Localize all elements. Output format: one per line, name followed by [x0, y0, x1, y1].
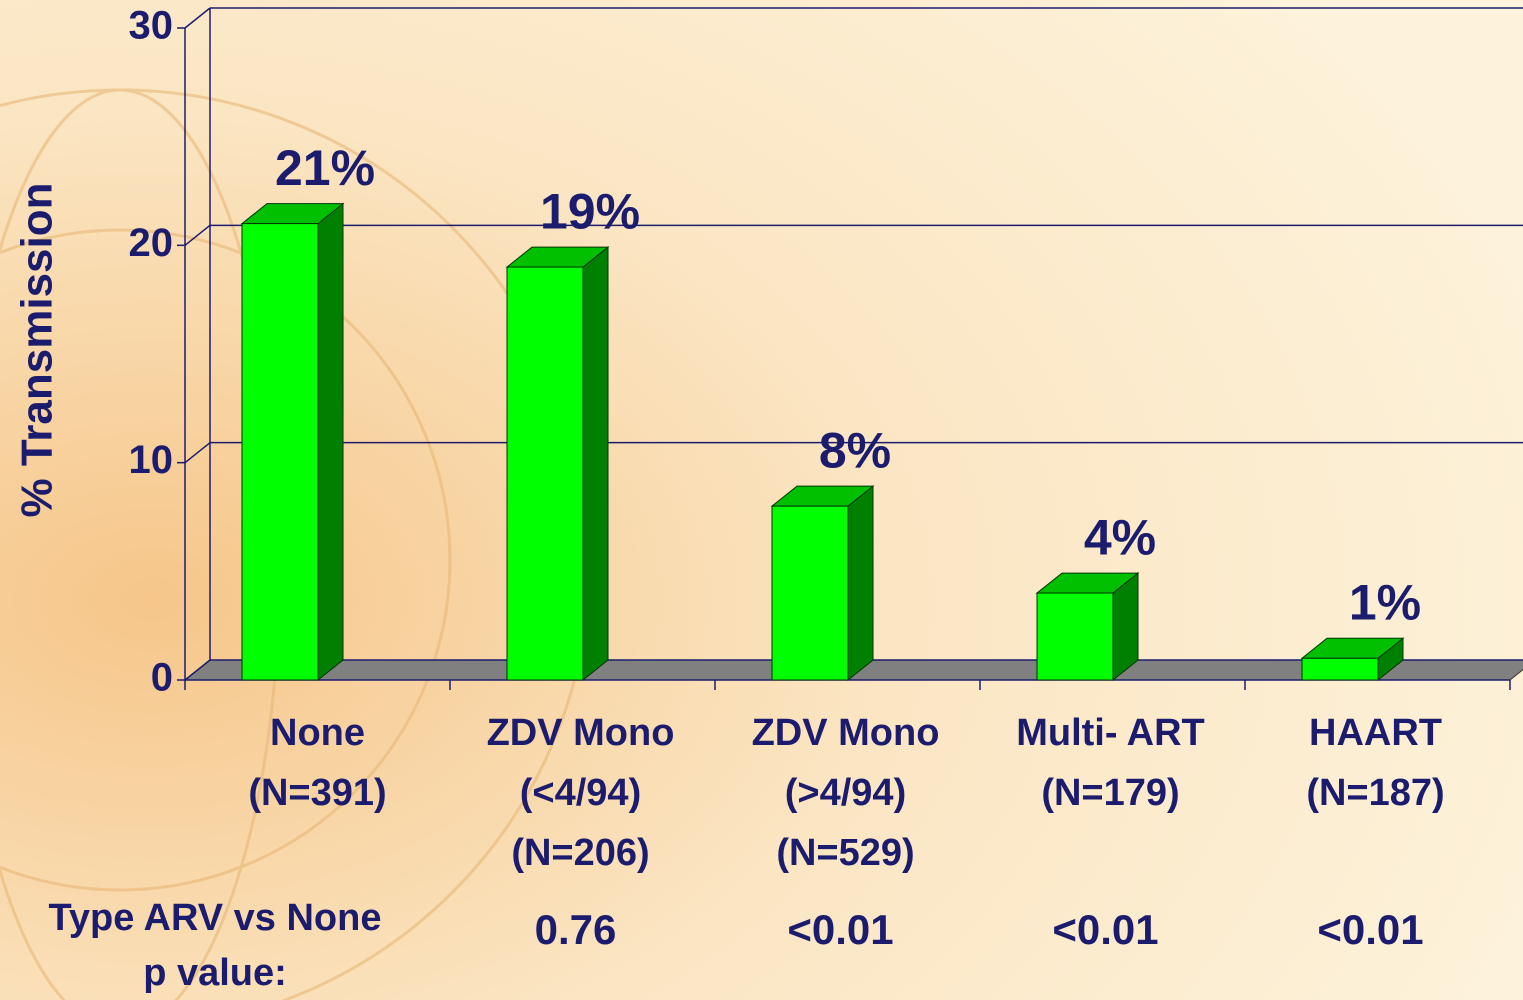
- x-tick-label: (N=206): [511, 832, 649, 874]
- value-label: 1%: [1349, 574, 1421, 630]
- p-value: 0.76: [535, 906, 617, 953]
- p-value-caption: p value:: [143, 952, 287, 994]
- p-value: <0.01: [1317, 906, 1423, 953]
- y-axis-label: % Transmission: [13, 182, 62, 517]
- grid-diagonal: [184, 7, 211, 29]
- y-tick-label: 0: [151, 656, 173, 700]
- x-tick-label: (N=529): [776, 832, 914, 874]
- bar: [506, 266, 584, 681]
- value-label: 8%: [819, 422, 891, 478]
- bar: [771, 505, 849, 681]
- bar: [1301, 657, 1379, 681]
- grid-diagonal: [184, 659, 211, 681]
- value-label: 4%: [1084, 509, 1156, 565]
- x-tick-label: ZDV Mono: [752, 712, 940, 754]
- x-tick-label: HAART: [1309, 712, 1442, 754]
- grid-diagonal: [184, 442, 211, 464]
- p-value: <0.01: [787, 906, 893, 953]
- x-tick-label: (N=179): [1041, 772, 1179, 814]
- p-value-caption: Type ARV vs None: [49, 897, 382, 939]
- bar: [241, 223, 319, 681]
- p-value: <0.01: [1052, 906, 1158, 953]
- x-tick-label: Multi- ART: [1016, 712, 1205, 754]
- x-tick-label: (N=391): [248, 772, 386, 814]
- y-tick-label: 20: [129, 221, 174, 265]
- y-tick-label: 10: [129, 438, 174, 482]
- x-tick-label: (<4/94): [520, 772, 641, 814]
- bar: [1036, 592, 1114, 681]
- bar-side: [847, 485, 874, 682]
- bar-side: [582, 246, 609, 682]
- bar-side: [317, 202, 344, 682]
- x-tick-label: (N=187): [1306, 772, 1444, 814]
- y-tick-label: 30: [129, 4, 174, 48]
- x-tick-label: ZDV Mono: [487, 712, 675, 754]
- value-label: 21%: [275, 140, 375, 196]
- value-label: 19%: [540, 183, 640, 239]
- x-tick-label: None: [270, 712, 365, 754]
- x-tick-label: (>4/94): [785, 772, 906, 814]
- grid-diagonal: [184, 224, 211, 246]
